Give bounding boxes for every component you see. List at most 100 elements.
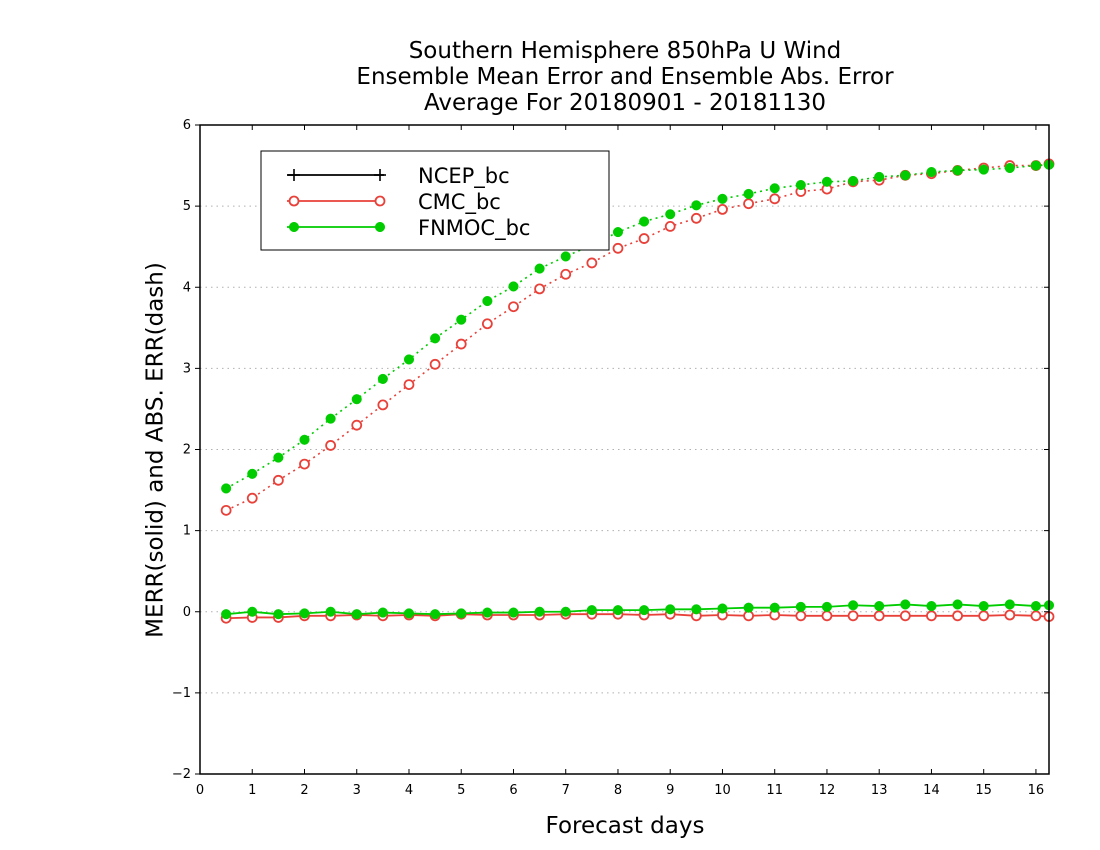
x-tick-label: 6 (509, 783, 517, 798)
abs-err-point (456, 314, 467, 325)
abs-err-point (508, 301, 519, 313)
y-tick-label: 1 (183, 524, 191, 539)
abs-err-point (377, 373, 388, 384)
legend-entry: CMC_bc (287, 190, 501, 215)
merr-point (874, 601, 885, 612)
merr-point (1030, 610, 1042, 622)
abs-err-point (769, 183, 780, 194)
y-tick-label: 6 (183, 118, 191, 133)
x-tick-label: 3 (353, 783, 361, 798)
legend-label: FNMOC_bc (418, 216, 530, 241)
abs-err-point (534, 263, 545, 274)
abs-err-point (377, 399, 389, 411)
merr-point (456, 608, 467, 619)
abs-err-point (351, 394, 362, 405)
merr-point (534, 606, 545, 617)
merr-point (847, 610, 859, 622)
merr-point (743, 602, 754, 613)
x-axis-label: Forecast days (546, 813, 705, 839)
abs-err-point (481, 318, 493, 330)
merr-point (351, 609, 362, 620)
abs-err-point (874, 171, 885, 182)
merr-point (482, 607, 493, 618)
x-tick-label: 5 (457, 783, 465, 798)
x-axis-ticks: 0 1 2 3 4 5 6 7 8 9 10 11 12 13 14 15 16 (196, 125, 1044, 798)
x-tick-label: 15 (975, 783, 992, 798)
merr-point (403, 608, 415, 619)
abs-err-point (534, 283, 545, 295)
merr-point (377, 607, 388, 618)
abs-err-point (403, 379, 415, 391)
abs-err-point (952, 165, 963, 176)
abs-err-point (560, 251, 571, 262)
merr-point (926, 601, 937, 612)
x-tick-label: 12 (819, 783, 836, 798)
merr-point (508, 607, 519, 618)
x-tick-label: 0 (196, 783, 204, 798)
abs-err-point (221, 483, 232, 494)
abs-err-point (455, 338, 467, 350)
merr-point (247, 606, 258, 617)
series-layer (220, 158, 1055, 624)
abs-err-point (351, 419, 363, 431)
merr-point (900, 599, 911, 610)
merr-point (612, 605, 624, 616)
x-tick-label: 11 (766, 783, 783, 798)
abs-err-point (1030, 160, 1041, 171)
x-tick-label: 14 (923, 783, 940, 798)
abs-err-point (430, 333, 441, 344)
abs-err-point (612, 242, 624, 254)
abs-err-point (691, 200, 702, 211)
legend-marker (374, 169, 386, 181)
merr-point (560, 606, 571, 617)
abs-err-point (821, 176, 833, 187)
x-tick-label: 1 (248, 783, 256, 798)
merr-point (821, 610, 833, 622)
abs-err-point (247, 468, 258, 479)
x-tick-label: 4 (405, 783, 413, 798)
merr-point (691, 604, 702, 615)
merr-point (430, 609, 441, 620)
x-tick-label: 9 (666, 783, 674, 798)
merr-line (226, 613, 1050, 620)
title-line: Ensemble Mean Error and Ensemble Abs. Er… (356, 64, 894, 90)
merr-point (325, 606, 336, 617)
chart-title: Southern Hemisphere 850hPa U WindEnsembl… (356, 38, 894, 116)
legend-marker (288, 169, 300, 181)
abs-err-point (273, 452, 284, 463)
legend-marker (374, 195, 386, 207)
abs-err-point (482, 295, 493, 307)
merr-point (795, 601, 806, 612)
merr-point (717, 603, 728, 614)
merr-point (926, 610, 937, 622)
abs-err-point (508, 281, 519, 292)
x-tick-label: 7 (562, 783, 570, 798)
x-tick-label: 8 (614, 783, 622, 798)
y-tick-label: 4 (183, 280, 191, 295)
legend-marker (374, 221, 386, 233)
abs-err-point (717, 203, 728, 215)
merr-point (978, 610, 990, 622)
abs-err-point (665, 209, 676, 220)
merr-point (1030, 601, 1041, 612)
abs-err-point (220, 504, 232, 516)
x-tick-label: 16 (1028, 783, 1045, 798)
abs-err-point (717, 193, 728, 204)
title-line: Southern Hemisphere 850hPa U Wind (409, 38, 842, 64)
abs-err-point (795, 179, 806, 191)
abs-err-point (926, 167, 937, 178)
merr-line (226, 603, 1050, 616)
abs-err-point (978, 164, 989, 175)
merr-point (848, 600, 859, 611)
abs-err-point (612, 227, 624, 238)
merr-point (639, 605, 650, 616)
y-tick-label: 5 (183, 199, 191, 214)
y-axis-ticks: 6 5 4 3 2 1 0 −1 −2 (172, 118, 1049, 782)
abs-err-point (638, 233, 650, 244)
abs-err-point (586, 257, 598, 269)
abs-err-point (690, 212, 702, 224)
abs-err-point (246, 492, 258, 504)
merr-point (273, 609, 284, 620)
